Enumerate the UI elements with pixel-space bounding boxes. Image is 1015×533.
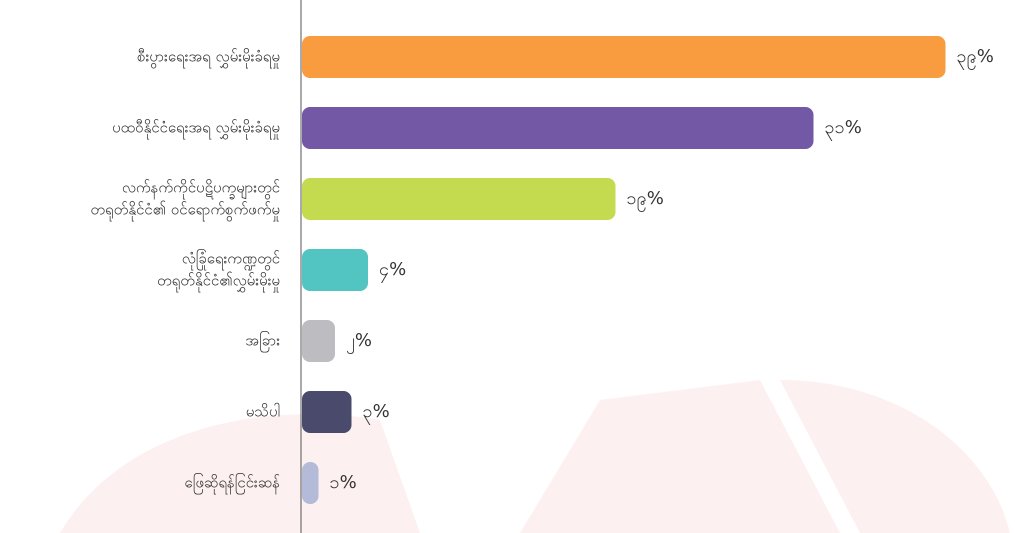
bar: [302, 320, 335, 362]
background-decoration: [60, 380, 1010, 533]
category-label: တရုတ်နိုင်ငံ၏လွှမ်းမိုးမှု: [157, 272, 280, 293]
category-label: အခြား: [245, 331, 280, 353]
category-label: စီးပွားရေးအရ လွှမ်းမိုးခံရမှု: [137, 48, 280, 69]
value-label: ၃၁%: [825, 117, 862, 141]
value-label: ၃%: [363, 401, 390, 425]
category-label: ဖြေဆိုရန်ငြင်းဆန်: [184, 473, 280, 495]
bar: [302, 391, 352, 433]
category-label: လုံခြုံရေးကဏ္ဍတွင်: [182, 249, 280, 271]
value-label: ၂%: [346, 330, 372, 354]
bar: [302, 178, 616, 220]
bar: [302, 462, 319, 504]
value-label: ၃၉%: [957, 46, 994, 70]
category-label: လက်နက်ကိုင်ပဋိပက္ခများတွင်: [122, 179, 280, 200]
category-label: မသိပါ: [246, 403, 280, 421]
bar: [302, 107, 814, 149]
category-label: တရုတ်နိုင်ငံ၏ ဝင်ရောက်စွက်ဖက်မှု: [90, 201, 280, 222]
bar: [302, 249, 368, 291]
category-label: ပထဝီနိုင်ငံရေးအရ လွှမ်းမိုးခံရမှု: [112, 119, 280, 140]
value-label: ၁၉%: [627, 188, 664, 212]
bar: [302, 36, 946, 78]
value-label: ၄%: [379, 259, 406, 283]
value-label: ၁%: [330, 472, 357, 493]
